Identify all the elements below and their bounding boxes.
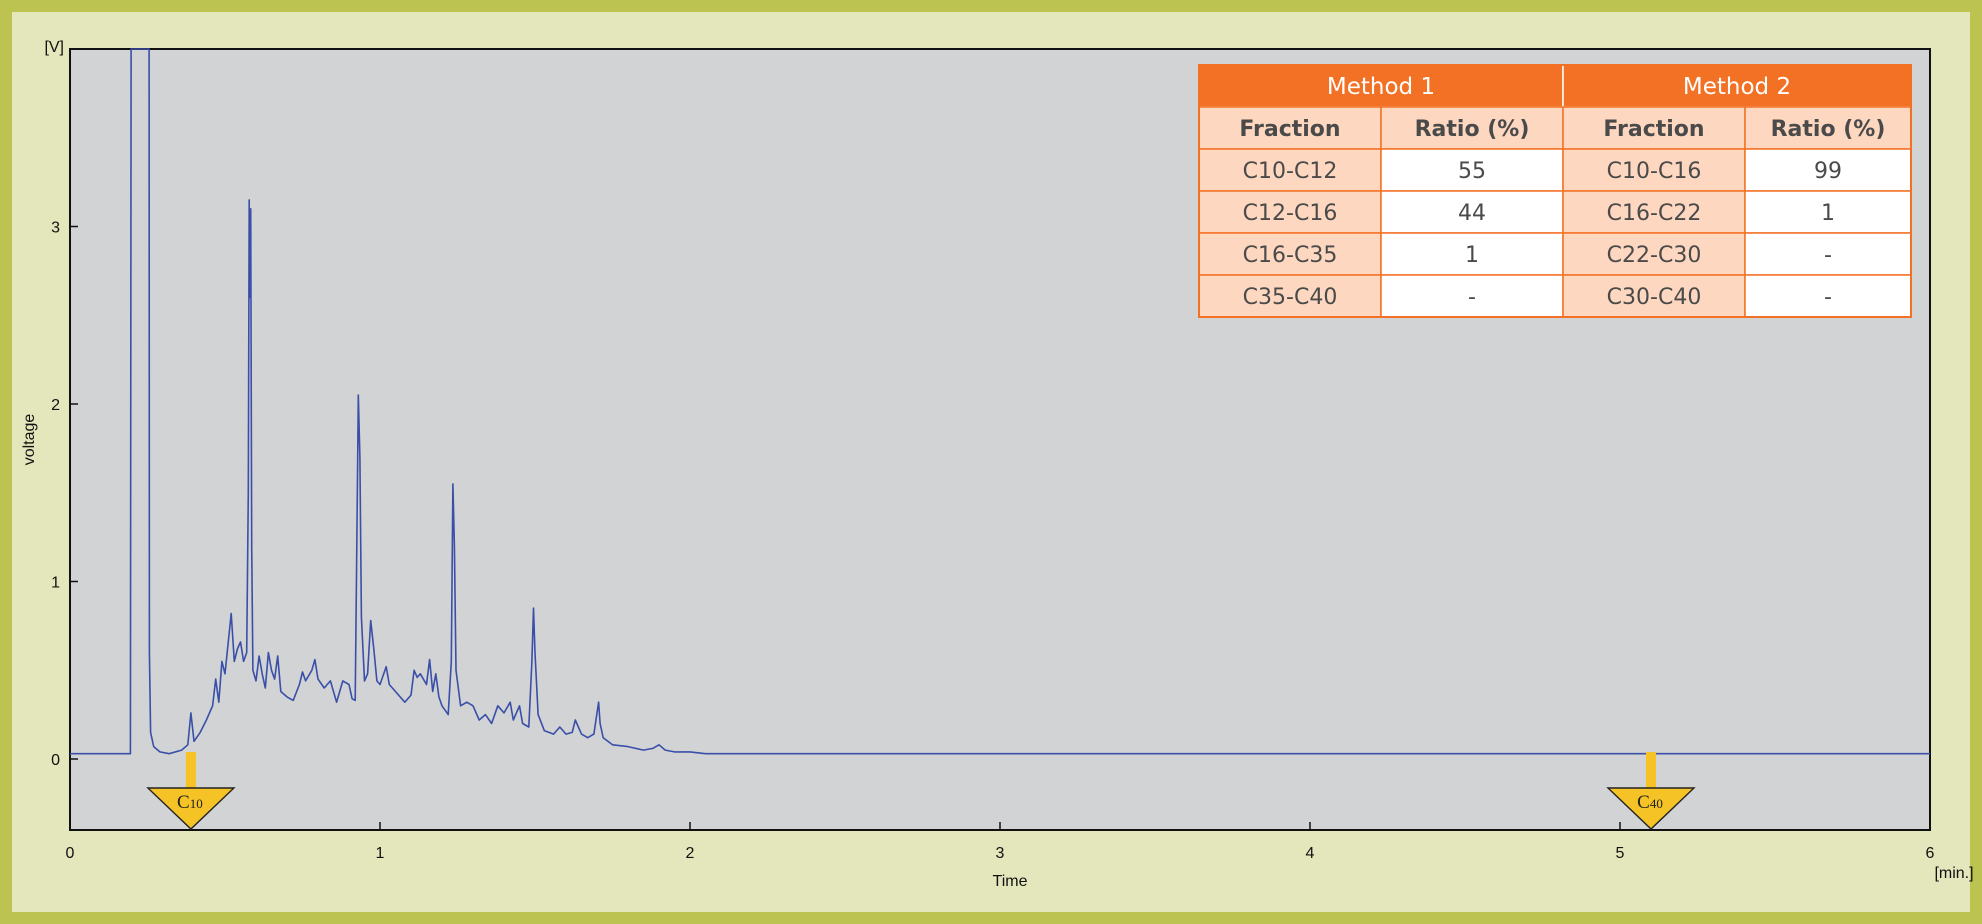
table-cell — [1380, 190, 1564, 234]
column-header-cell — [1198, 106, 1382, 150]
fraction-label: C12-C16 — [1243, 201, 1338, 226]
marker-letter: C — [1637, 792, 1650, 813]
fraction-label: C30-C40 — [1607, 285, 1702, 310]
fraction-label: C22-C30 — [1607, 243, 1702, 268]
column-header-cell — [1744, 106, 1912, 150]
x-tick-label: 0 — [66, 845, 75, 862]
fraction-table: Method 1 Method 2 Fraction Ratio (%) Fractio… — [1198, 64, 1912, 318]
method-header-label: Method 1 — [1327, 74, 1435, 100]
fraction-label: C16-C22 — [1607, 201, 1702, 226]
table-cell — [1198, 190, 1382, 234]
marker-triangle-40 — [1606, 787, 1696, 830]
y-tick-label: 1 — [51, 575, 60, 592]
table-cell — [1744, 232, 1912, 276]
series-line-0 — [70, 48, 1930, 755]
series-layer — [70, 48, 1930, 755]
y-tick-label: 0 — [51, 752, 60, 769]
table-border — [1198, 64, 1912, 318]
column-header-label: Ratio (%) — [1771, 117, 1886, 142]
fraction-label: C10-C16 — [1607, 159, 1702, 184]
table-cell — [1380, 274, 1564, 318]
fraction-label: C10-C12 — [1243, 159, 1338, 184]
column-header-cell — [1562, 106, 1746, 150]
fraction-label: C35-C40 — [1243, 285, 1338, 310]
x-tick-label: 4 — [1306, 845, 1315, 862]
table-cell — [1744, 148, 1912, 192]
ratio-value: 55 — [1458, 159, 1486, 184]
fraction-label: C16-C35 — [1243, 243, 1338, 268]
ratio-value: - — [1824, 285, 1832, 310]
y-axis-title: voltage — [21, 414, 38, 466]
ratio-value: 1 — [1821, 201, 1835, 226]
marker-stem-40 — [1646, 752, 1656, 788]
axis-layer: 0 1 2 3 4 5 6 0 1 2 3 [V] [min.] Time voltage — [21, 39, 1974, 890]
x-tick-label: 6 — [1926, 845, 1935, 862]
table-cell — [1562, 232, 1746, 276]
ratio-value: 44 — [1458, 201, 1486, 226]
x-tick-label: 2 — [686, 845, 695, 862]
ratio-value: - — [1824, 243, 1832, 268]
marker-label-40: C40 — [1637, 792, 1663, 813]
table-cell — [1380, 232, 1564, 276]
column-header-label: Fraction — [1603, 117, 1704, 142]
y-unit-label: [V] — [44, 39, 64, 56]
y-tick-label: 2 — [51, 397, 60, 414]
ratio-value: 99 — [1814, 159, 1842, 184]
marker-layer: C10 C40 — [146, 752, 1696, 830]
column-header-label: Ratio (%) — [1415, 117, 1530, 142]
column-header-label: Fraction — [1239, 117, 1340, 142]
x-tick-label: 3 — [996, 845, 1005, 862]
marker-label-10: C10 — [177, 792, 203, 813]
marker-subscript: 10 — [190, 796, 203, 811]
table-cell — [1562, 148, 1746, 192]
x-unit-label: [min.] — [1934, 865, 1973, 882]
ratio-value: 1 — [1465, 243, 1479, 268]
marker-letter: C — [177, 792, 190, 813]
table-cell — [1380, 148, 1564, 192]
marker-triangle-10 — [146, 787, 236, 830]
x-tick-label: 1 — [376, 845, 385, 862]
marker-subscript: 40 — [1650, 796, 1663, 811]
x-axis-title: Time — [993, 873, 1028, 890]
ratio-value: - — [1468, 285, 1476, 310]
y-tick-label: 3 — [51, 220, 60, 237]
method-header-cell — [1198, 64, 1564, 108]
marker-stem-10 — [185, 752, 196, 788]
x-tick-label: 5 — [1616, 845, 1625, 862]
method-header-label: Method 2 — [1683, 74, 1791, 100]
